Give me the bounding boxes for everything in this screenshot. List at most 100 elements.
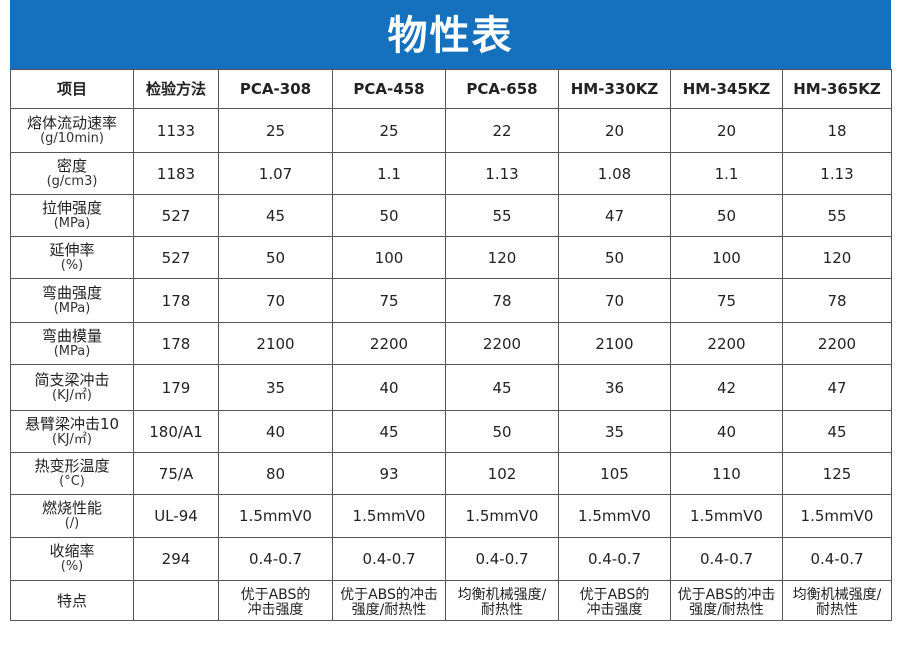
property-unit: (g/10min) [40,130,104,146]
value-cell: 1.13 [782,152,892,195]
property-unit: (%) [60,559,84,574]
value-cell: 0.4-0.7 [558,537,671,581]
column-header: 项目 [10,69,134,109]
value-cell: 0.4-0.7 [218,537,333,581]
features-label: 特点 [10,580,134,621]
value-cell: 0.4-0.7 [782,537,892,581]
value-cell: 40 [670,410,783,453]
value-cell: 18 [782,108,892,153]
property-cell: 熔体流动速率 (g/10min) [10,108,134,153]
feature-line: 耐热性 [481,602,523,618]
table-row: 收缩率 (%) 294 0.4-0.7 0.4-0.7 0.4-0.7 0.4-0.7 0.4… [10,537,892,581]
value-cell: 120 [782,236,892,279]
value-cell: 105 [558,452,671,495]
property-unit: (/) [64,516,80,531]
value-cell: 70 [218,278,333,323]
property-cell: 悬臂梁冲击10 (KJ/㎡) [10,410,134,453]
property-cell: 密度 (g/cm3) [10,152,134,195]
feature-cell: 优于ABS的 冲击强度 [558,580,671,621]
empty-cell [133,580,219,621]
property-name: 收缩率 [49,542,95,560]
table-row: 密度 (g/cm3) 1183 1.07 1.1 1.13 1.08 1.1 1.13 [10,152,892,195]
value-cell: 47 [558,194,671,237]
method-cell: 1183 [133,152,219,195]
method-cell: 527 [133,236,219,279]
property-cell: 燃烧性能 (/) [10,494,134,538]
feature-cell: 均衡机械强度/耐热性 [445,580,559,621]
method-cell: 178 [133,322,219,365]
column-header: 检验方法 [133,69,219,109]
feature-line: 强度/耐热性 [689,602,764,618]
value-cell: 50 [670,194,783,237]
properties-table: 项目 检验方法 PCA-308 PCA-458 PCA-658 HM-330KZ HM-34… [10,69,892,621]
value-cell: 0.4-0.7 [332,537,446,581]
feature-line: 优于ABS的 [579,587,650,603]
table-row: 熔体流动速率 (g/10min) 1133 25 25 22 20 20 18 [10,108,892,153]
table-row: 弯曲模量 (MPa) 178 2100 2200 2200 2100 2200 2200 [10,322,892,365]
feature-line: 优于ABS的冲击 [340,587,438,603]
table-row: 拉伸强度 (MPa) 527 45 50 55 47 50 55 [10,194,892,237]
value-cell: 40 [218,410,333,453]
property-cell: 延伸率 (%) [10,236,134,279]
value-cell: 100 [332,236,446,279]
value-cell: 50 [445,410,559,453]
table-row: 简支梁冲击 (KJ/㎡) 179 35 40 45 36 42 47 [10,364,892,411]
value-cell: 78 [782,278,892,323]
method-cell: UL-94 [133,494,219,538]
value-cell: 45 [782,410,892,453]
value-cell: 20 [670,108,783,153]
value-cell: 55 [782,194,892,237]
property-unit: (g/cm3) [46,173,98,189]
value-cell: 35 [558,410,671,453]
property-cell: 收缩率 (%) [10,537,134,581]
method-cell: 1133 [133,108,219,153]
property-unit: (MPa) [53,343,91,359]
property-cell: 拉伸强度 (MPa) [10,194,134,237]
property-name: 弯曲强度 [41,283,102,302]
value-cell: 45 [332,410,446,453]
value-cell: 55 [445,194,559,237]
property-name: 延伸率 [49,240,95,259]
property-unit: (KJ/㎡) [52,387,92,403]
property-name: 热变形温度 [34,456,110,475]
value-cell: 1.5mmV0 [445,494,559,538]
property-name: 简支梁冲击 [34,370,110,389]
value-cell: 36 [558,364,671,411]
feature-line: 均衡机械强度/ [792,587,882,603]
property-name: 悬臂梁冲击10 [24,414,120,433]
value-cell: 50 [218,236,333,279]
value-cell: 110 [670,452,783,495]
value-cell: 47 [782,364,892,411]
method-cell: 180/A1 [133,410,219,453]
property-cell: 简支梁冲击 (KJ/㎡) [10,364,134,411]
property-cell: 弯曲强度 (MPa) [10,278,134,323]
property-name: 弯曲模量 [41,326,102,345]
column-header: PCA-308 [218,69,333,109]
value-cell: 75 [332,278,446,323]
method-cell: 75/A [133,452,219,495]
feature-line: 均衡机械强度/ [457,587,547,603]
property-unit: (%) [60,257,84,273]
column-header: HM-345KZ [670,69,783,109]
value-cell: 45 [218,194,333,237]
value-cell: 1.07 [218,152,333,195]
value-cell: 102 [445,452,559,495]
feature-line: 冲击强度 [247,602,304,618]
property-unit: (MPa) [53,215,91,231]
property-name: 拉伸强度 [41,198,102,217]
value-cell: 100 [670,236,783,279]
value-cell: 50 [332,194,446,237]
table-row: 延伸率 (%) 527 50 100 120 50 100 120 [10,236,892,279]
value-cell: 2100 [558,322,671,365]
value-cell: 20 [558,108,671,153]
value-cell: 1.1 [332,152,446,195]
value-cell: 0.4-0.7 [670,537,783,581]
property-name: 密度 [56,156,87,175]
value-cell: 80 [218,452,333,495]
value-cell: 1.5mmV0 [670,494,783,538]
column-header: HM-365KZ [782,69,892,109]
value-cell: 2200 [445,322,559,365]
value-cell: 25 [218,108,333,153]
feature-line: 优于ABS的冲击 [677,587,776,603]
value-cell: 120 [445,236,559,279]
